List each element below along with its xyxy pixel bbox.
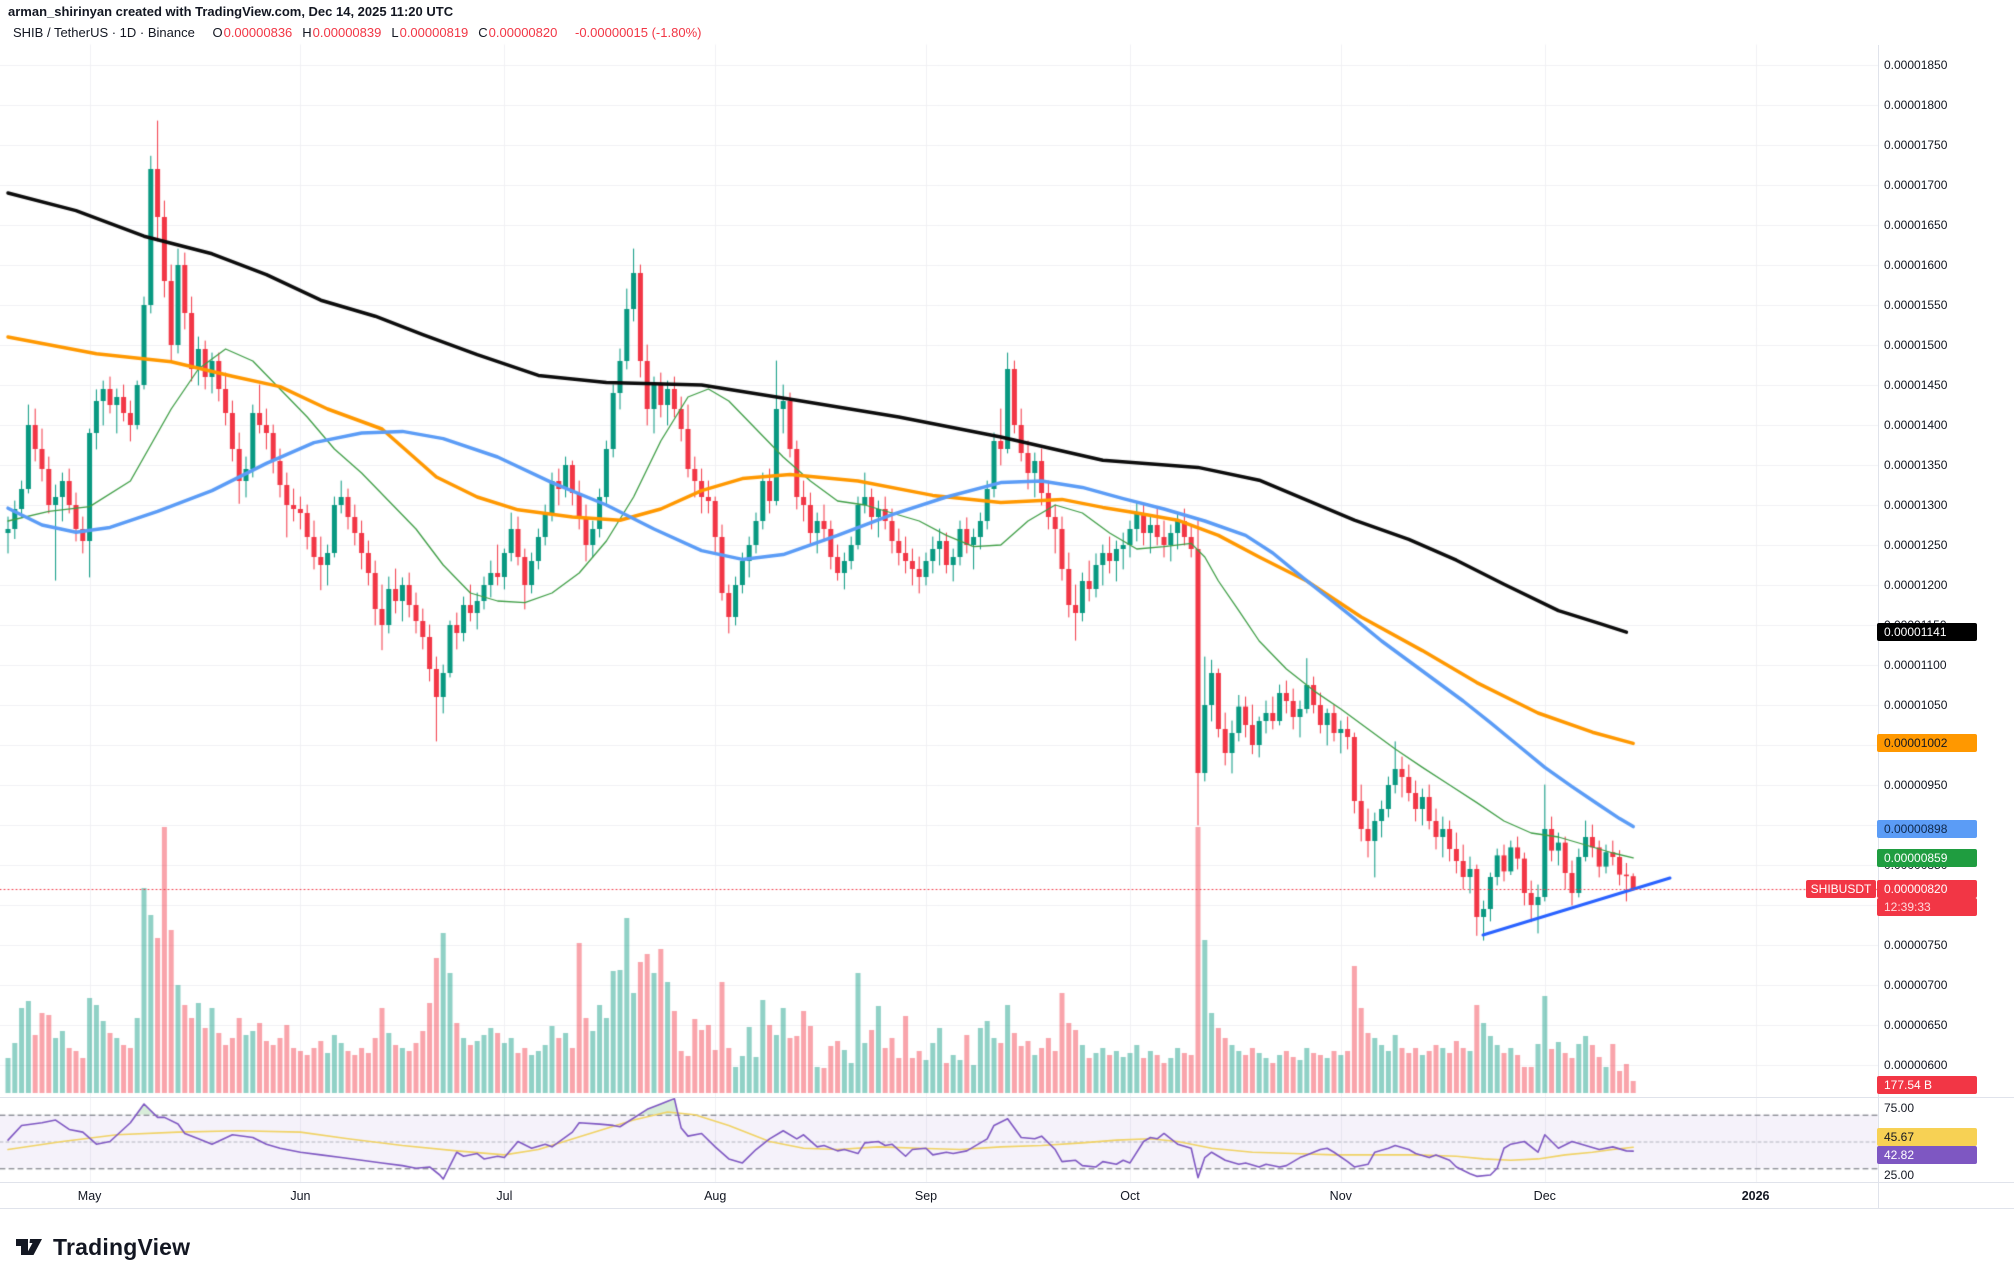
ma-black-price-badge: 0.00001141 bbox=[1877, 623, 1977, 641]
price-tick: 0.00001700 bbox=[1884, 178, 1948, 192]
ohlc-key: H bbox=[302, 25, 312, 40]
ma-orange-price-badge: 0.00001002 bbox=[1877, 734, 1977, 752]
tradingview-logo-text: TradingView bbox=[53, 1233, 191, 1260]
volume-badge: 177.54 B bbox=[1877, 1076, 1977, 1094]
rsi-badge: 42.82 bbox=[1877, 1146, 1977, 1164]
time-tick-Dec: Dec bbox=[1533, 1189, 1556, 1203]
symbol-info-bar[interactable]: SHIB / TetherUS · 1D · Binance O0.000008… bbox=[13, 25, 705, 40]
price-tick: 0.00001650 bbox=[1884, 218, 1948, 232]
ma-green-price-badge: 0.00000859 bbox=[1877, 849, 1977, 867]
price-tick: 0.00000750 bbox=[1884, 938, 1948, 952]
credit-line: arman_shirinyan created with TradingView… bbox=[8, 4, 454, 19]
price-tick: 0.00001350 bbox=[1884, 458, 1948, 472]
ohlc-key: L bbox=[391, 25, 399, 40]
price-tick: 0.00001200 bbox=[1884, 578, 1948, 592]
time-tick-May: May bbox=[77, 1189, 102, 1203]
time-tick-2026: 2026 bbox=[1741, 1189, 1770, 1203]
last-price-badge: 0.00000820 bbox=[1877, 880, 1977, 898]
price-tick: 0.00001550 bbox=[1884, 298, 1948, 312]
pane-separator-rsi[interactable] bbox=[0, 1097, 2014, 1098]
price-tick: 0.00001400 bbox=[1884, 418, 1948, 432]
price-tick: 0.00001850 bbox=[1884, 58, 1948, 72]
ohlc-key: O bbox=[212, 25, 223, 40]
price-tick: 0.00000950 bbox=[1884, 778, 1948, 792]
price-tick: 0.00001600 bbox=[1884, 258, 1948, 272]
rsi-ma-badge: 45.67 bbox=[1877, 1128, 1977, 1146]
time-tick-Aug: Aug bbox=[704, 1189, 727, 1203]
time-tick-Nov: Nov bbox=[1329, 1189, 1352, 1203]
chart-bottom-border bbox=[0, 1208, 2014, 1209]
ohlc-key: C bbox=[478, 25, 488, 40]
ohlc-value: 0.00000819 bbox=[399, 25, 469, 40]
price-tick: 0.00001100 bbox=[1884, 658, 1947, 672]
ohlc-values: O0.00000836 H0.00000839 L0.00000819 C0.0000… bbox=[212, 25, 567, 40]
rsi-tick: 75.00 bbox=[1884, 1101, 1915, 1115]
price-tick: 0.00001050 bbox=[1884, 698, 1948, 712]
tradingview-logo[interactable]: TradingView bbox=[14, 1232, 190, 1262]
price-tick: 0.00001450 bbox=[1884, 378, 1948, 392]
time-tick-Oct: Oct bbox=[1120, 1189, 1140, 1203]
ohlc-value: 0.00000839 bbox=[312, 25, 382, 40]
price-tick: 0.00001300 bbox=[1884, 498, 1948, 512]
rsi-tick: 25.00 bbox=[1884, 1168, 1915, 1182]
price-tick: 0.00001250 bbox=[1884, 538, 1948, 552]
price-tick: 0.00000700 bbox=[1884, 978, 1948, 992]
price-tick: 0.00000600 bbox=[1884, 1058, 1948, 1072]
price-tick: 0.00000650 bbox=[1884, 1018, 1948, 1032]
price-tick: 0.00001500 bbox=[1884, 338, 1948, 352]
ohlc-value: 0.00000836 bbox=[223, 25, 293, 40]
price-tick: 0.00001750 bbox=[1884, 138, 1948, 152]
time-tick-Jul: Jul bbox=[496, 1189, 513, 1203]
time-axis-top-border bbox=[0, 1182, 2014, 1183]
symbol-title[interactable]: SHIB / TetherUS · 1D · Binance bbox=[13, 25, 195, 40]
tradingview-logo-icon bbox=[16, 1239, 42, 1255]
countdown-badge: 12:39:33 bbox=[1877, 898, 1977, 916]
change-value: -0.00000015 (-1.80%) bbox=[574, 25, 702, 40]
time-tick-Sep: Sep bbox=[914, 1189, 938, 1203]
ma-blue-price-badge: 0.00000898 bbox=[1877, 820, 1977, 838]
time-tick-Jun: Jun bbox=[290, 1189, 311, 1203]
symbol-price-tag: SHIBUSDT bbox=[1806, 880, 1876, 898]
price-tick: 0.00001800 bbox=[1884, 98, 1948, 112]
ohlc-value: 0.00000820 bbox=[488, 25, 558, 40]
